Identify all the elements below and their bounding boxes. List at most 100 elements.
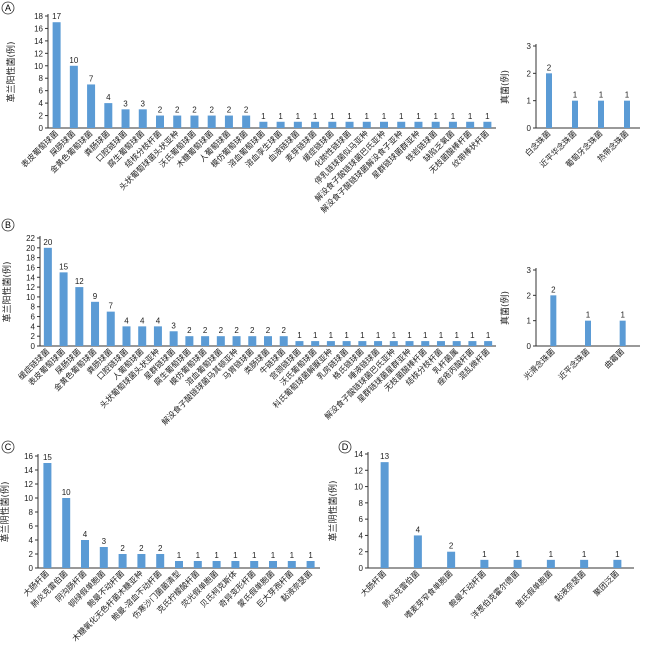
bar-value-label: 1 [252, 551, 257, 560]
bar [468, 341, 477, 346]
bar-value-label: 1 [416, 112, 421, 121]
y-tick-label: 4 [31, 322, 36, 331]
y-tick-label: 10 [24, 494, 33, 503]
bar-value-label: 2 [449, 542, 454, 551]
bar [550, 295, 557, 346]
bar [624, 100, 630, 128]
bar-value-label: 1 [313, 112, 318, 121]
bar-value-label: 2 [192, 106, 197, 115]
bar [250, 561, 259, 568]
bar [248, 336, 257, 346]
bar [447, 551, 456, 568]
bar-value-label: 2 [547, 63, 552, 72]
bar [138, 326, 147, 346]
y-tick-label: 16 [24, 452, 33, 461]
bar-value-label: 1 [329, 331, 334, 340]
bar [69, 65, 78, 128]
panel-label-text: D [342, 442, 349, 452]
bar-value-label: 1 [515, 550, 520, 559]
bar-value-label: 1 [382, 112, 387, 121]
y-tick-label: 0 [29, 564, 34, 573]
bar-value-label: 2 [244, 106, 249, 115]
y-tick-label: 6 [29, 522, 34, 531]
y-tick-label: 8 [39, 74, 44, 83]
bar-value-label: 1 [308, 551, 313, 560]
bar-value-label: 1 [486, 331, 491, 340]
bar-value-label: 1 [297, 331, 302, 340]
bar-value-label: 1 [582, 550, 587, 559]
bar [414, 121, 423, 128]
bar-value-label: 2 [281, 326, 286, 335]
bar [287, 561, 296, 568]
bar-value-label: 4 [106, 93, 111, 102]
bar [207, 115, 216, 128]
bar [546, 559, 555, 568]
bar-value-label: 12 [75, 277, 84, 286]
y-tick-label: 0 [31, 342, 36, 351]
y-tick-label: 14 [26, 273, 35, 282]
bar-value-label: 10 [69, 56, 78, 65]
bar-value-label: 7 [109, 302, 114, 311]
y-tick-label: 10 [26, 293, 35, 302]
y-tick-label: 0 [359, 564, 364, 573]
bar [276, 121, 285, 128]
bar [201, 336, 210, 346]
bar-value-label: 1 [344, 331, 349, 340]
bar-value-label: 1 [376, 331, 381, 340]
bar [173, 115, 182, 128]
bar-value-label: 15 [59, 262, 68, 271]
bar [99, 547, 108, 568]
bar-value-label: 2 [120, 544, 125, 553]
bar [121, 109, 130, 128]
y-tick-label: 20 [26, 244, 35, 253]
bar-value-label: 1 [586, 311, 591, 320]
chart-panel-c: 0246810121416革兰阴性菌(例)15大肠杆菌10肺炎克雷伯菌4阴沟肠杆… [0, 452, 320, 643]
bar [264, 336, 272, 346]
bar-value-label: 1 [360, 331, 365, 340]
bar [480, 559, 489, 568]
bar [231, 561, 240, 568]
bar [279, 336, 288, 346]
y-tick-label: 14 [34, 37, 43, 46]
bar [122, 326, 131, 346]
bar-value-label: 1 [261, 112, 266, 121]
bar [484, 341, 493, 346]
y-tick-label: 18 [26, 254, 35, 263]
bar [311, 121, 320, 128]
bar [62, 498, 71, 568]
bar [104, 103, 113, 128]
bar [81, 540, 89, 568]
bar-value-label: 1 [485, 112, 490, 121]
bar [43, 463, 52, 568]
bar [59, 272, 68, 346]
bar [212, 561, 221, 568]
y-tick-label: 4 [39, 99, 44, 108]
bar [52, 22, 61, 128]
panel-label-text: B [5, 220, 11, 230]
bar-value-label: 20 [43, 238, 52, 247]
y-tick-label: 18 [34, 12, 43, 21]
y-axis-label: 真菌(例) [499, 70, 511, 104]
bar-value-label: 1 [177, 551, 182, 560]
bar [326, 341, 335, 346]
chart-panel-a: 024681012141618革兰阳性菌(例)17表皮葡萄球菌10屎肠球菌7金黄… [5, 12, 496, 215]
y-tick-label: 14 [24, 466, 33, 475]
bar-value-label: 1 [620, 311, 625, 320]
bar [452, 341, 461, 346]
y-axis-label: 革兰阴性菌(例) [327, 480, 339, 541]
bar [431, 121, 440, 128]
bar-value-label: 2 [158, 106, 163, 115]
bar [193, 561, 202, 568]
y-tick-label: 2 [527, 69, 532, 78]
bar-value-label: 7 [89, 74, 94, 83]
bar [232, 336, 241, 346]
panel-label-a: A [1, 1, 15, 15]
bar [242, 115, 251, 128]
bar [259, 121, 268, 128]
bar [580, 559, 589, 568]
chart-panel-d: 02468101214革兰阴性菌(例)13大肠杆菌4肺炎克雷伯菌2嗜麦芽窄食单胞… [327, 450, 634, 621]
y-tick-label: 0 [527, 124, 532, 133]
bar-value-label: 1 [290, 551, 295, 560]
bar-value-label: 3 [123, 99, 128, 108]
